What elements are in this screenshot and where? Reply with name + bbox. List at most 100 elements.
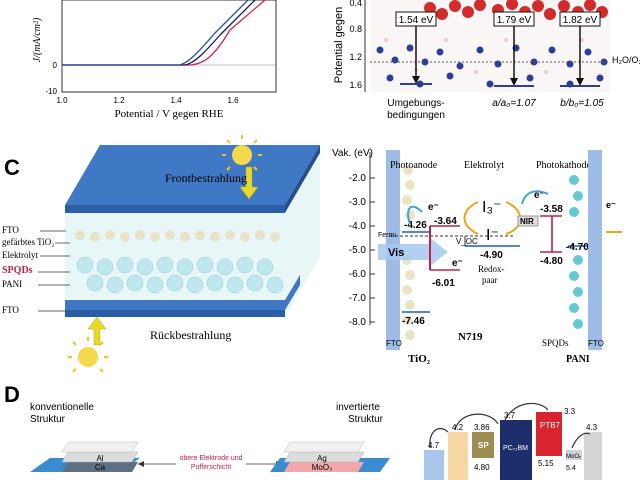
konv-label-1: konventionelle: [30, 402, 94, 413]
layer-tio2: gefärbtes TiO₂: [2, 237, 55, 247]
bandgap-label-3: 1.82 eV: [563, 15, 598, 26]
moo3-label: MoO₃: [312, 463, 333, 472]
vac-tick-6: -7.0: [349, 293, 367, 304]
d-v480: 4.80: [474, 463, 490, 472]
vac-tick-1: -2.0: [349, 173, 367, 184]
bandgap-box-1: 1.54 eV: [395, 11, 437, 85]
electron-4: e⁻: [606, 200, 616, 210]
jv-curve-navy: [62, 0, 256, 66]
level-490: -4.90: [480, 250, 503, 261]
bandgap-box-2: 1.79 eV: [493, 11, 535, 87]
d-sp: SP: [478, 441, 489, 450]
condition-label-1b: bedingungen: [387, 110, 445, 121]
nir-box: [517, 215, 539, 227]
redox-label-2: paar: [482, 275, 498, 285]
electron-1: e⁻: [428, 202, 439, 213]
jv-xtick-4: 1.6: [227, 96, 239, 105]
photokathode-label: Photokathode: [536, 160, 592, 171]
mid-label-2: Pufferschicht: [191, 464, 231, 471]
fermi-label: Fermi: [378, 232, 396, 239]
bandgap-label-2: 1.79 eV: [497, 15, 532, 26]
d-v386: 3.86: [474, 423, 490, 432]
top-fto-face: [65, 145, 320, 205]
level-746: -7.46: [402, 316, 425, 327]
jv-xtick-3: 1.4: [170, 96, 182, 105]
electron-2: e⁻: [452, 258, 463, 269]
device-svg: [38, 135, 320, 373]
potential-plot-svg: Potential gegen 0.4 0.8 1.2 1.6: [333, 0, 640, 121]
i3-label: I₃⁻: [482, 199, 501, 216]
d-pcbm: PC₇₁BM: [503, 445, 528, 452]
level-601: -6.01: [432, 278, 455, 289]
potential-ytick-3: 1.2: [349, 52, 362, 62]
d-ptb7: PTB7: [540, 421, 561, 430]
condition-label-1a: Umgebungs-: [387, 98, 444, 109]
redox-arrow-left: [463, 201, 479, 235]
fto-cathode-bar: [588, 150, 602, 350]
condition-label-2: a/a₀=1.07: [492, 98, 536, 109]
elektrolyt-label: Elektrolyt: [464, 160, 504, 171]
layer-spqds: SPQDs: [2, 265, 33, 276]
ca-label: Ca: [95, 463, 106, 472]
inv-label-2: Struktur: [348, 414, 384, 425]
d-moox: MoOₓ: [566, 454, 581, 460]
jv-curve-red: [62, 0, 266, 66]
d-v47: 4.7: [428, 441, 440, 450]
cathode-transfer-arrow: [521, 190, 549, 205]
konv-label-2: Struktur: [30, 414, 66, 425]
jv-xlabel: Potential / V gegen RHE: [115, 108, 224, 120]
bandgap-box-3: 1.82 eV: [559, 11, 601, 87]
electron-3: e⁻: [534, 190, 545, 201]
ag-label: Ag: [317, 454, 327, 463]
potential-ylabel: Potential gegen: [333, 7, 345, 83]
panel-d-svg: Al Ca obere Elektrode und Pufferschicht …: [30, 402, 602, 480]
layer-fto-bottom: FTO: [2, 305, 19, 315]
n719-label: N719: [458, 331, 483, 343]
jv-ytick-0: 0: [53, 61, 58, 70]
mid-label-1: obere Elektrode und: [179, 455, 242, 462]
al-label: Al: [96, 454, 103, 463]
level-364: -3.64: [434, 216, 457, 227]
tio2-label: TiO₂: [408, 353, 431, 365]
vac-tick-7: -8.0: [349, 317, 367, 328]
back-arrow-icon: [87, 316, 107, 346]
condition-label-3: b/b₀=1.05: [560, 98, 604, 109]
vac-tick-2: -3.0: [349, 197, 367, 208]
spqd-spheres: [76, 256, 284, 294]
vac-tick-5: -6.0: [349, 269, 367, 280]
level-426: -4.26: [404, 220, 427, 231]
potential-ytick-1: 0.4: [349, 0, 362, 8]
pani-column: [569, 175, 583, 329]
jv-xtick-2: 1.2: [113, 96, 125, 105]
d-v37: 3.7: [504, 411, 516, 420]
fto-cathode-label: FTO: [588, 339, 604, 348]
jv-curve-blue: [62, 0, 249, 66]
jv-ytick-10: -10: [45, 87, 57, 96]
panel-b-jv-plot: 0 -10 1.0 1.2 1.4 1.6 Potential / V gege…: [0, 0, 300, 130]
bandgap-label-1: 1.54 eV: [399, 15, 434, 26]
vac-tick-4: -5.0: [349, 245, 367, 256]
tio2-particles: [75, 230, 280, 242]
panel-d-letter: D: [4, 382, 20, 407]
level-480: -4.80: [540, 256, 563, 267]
sun-bottom-icon: [68, 337, 108, 373]
injection-arrow: [407, 205, 423, 225]
panel-c-letter: C: [4, 155, 20, 180]
jv-xtick-1: 1.0: [56, 96, 68, 105]
sun-top-icon: [222, 135, 262, 171]
i-label: I⁻: [486, 227, 499, 244]
panel-b-potential-plot: Potential gegen 0.4 0.8 1.2 1.6: [320, 0, 640, 130]
layer-elektrolyt: Elektrolyt: [2, 250, 38, 260]
layer-fto-top: FTO: [2, 225, 19, 235]
panel-c-device: C: [0, 135, 330, 380]
voc-label: V_OC: [456, 237, 478, 246]
panel-c-energy-diagram: Vak. (eV) -2.0 -3.0 -4.0 -5.0 -6.0 -7.0 …: [330, 140, 640, 375]
vac-axis-label: Vak. (eV): [332, 148, 373, 159]
h2o-o2-label: H₂O/O₂: [612, 55, 640, 65]
redox-label-1: Redox-: [478, 264, 505, 274]
spqds-label: SPQDs: [542, 338, 569, 348]
jv-plot-frame: [61, 0, 277, 93]
panel-d: D konventionelle Struktur invertierte St…: [0, 380, 640, 480]
d-v33: 3.3: [564, 407, 576, 416]
d-v515: 5.15: [538, 459, 554, 468]
